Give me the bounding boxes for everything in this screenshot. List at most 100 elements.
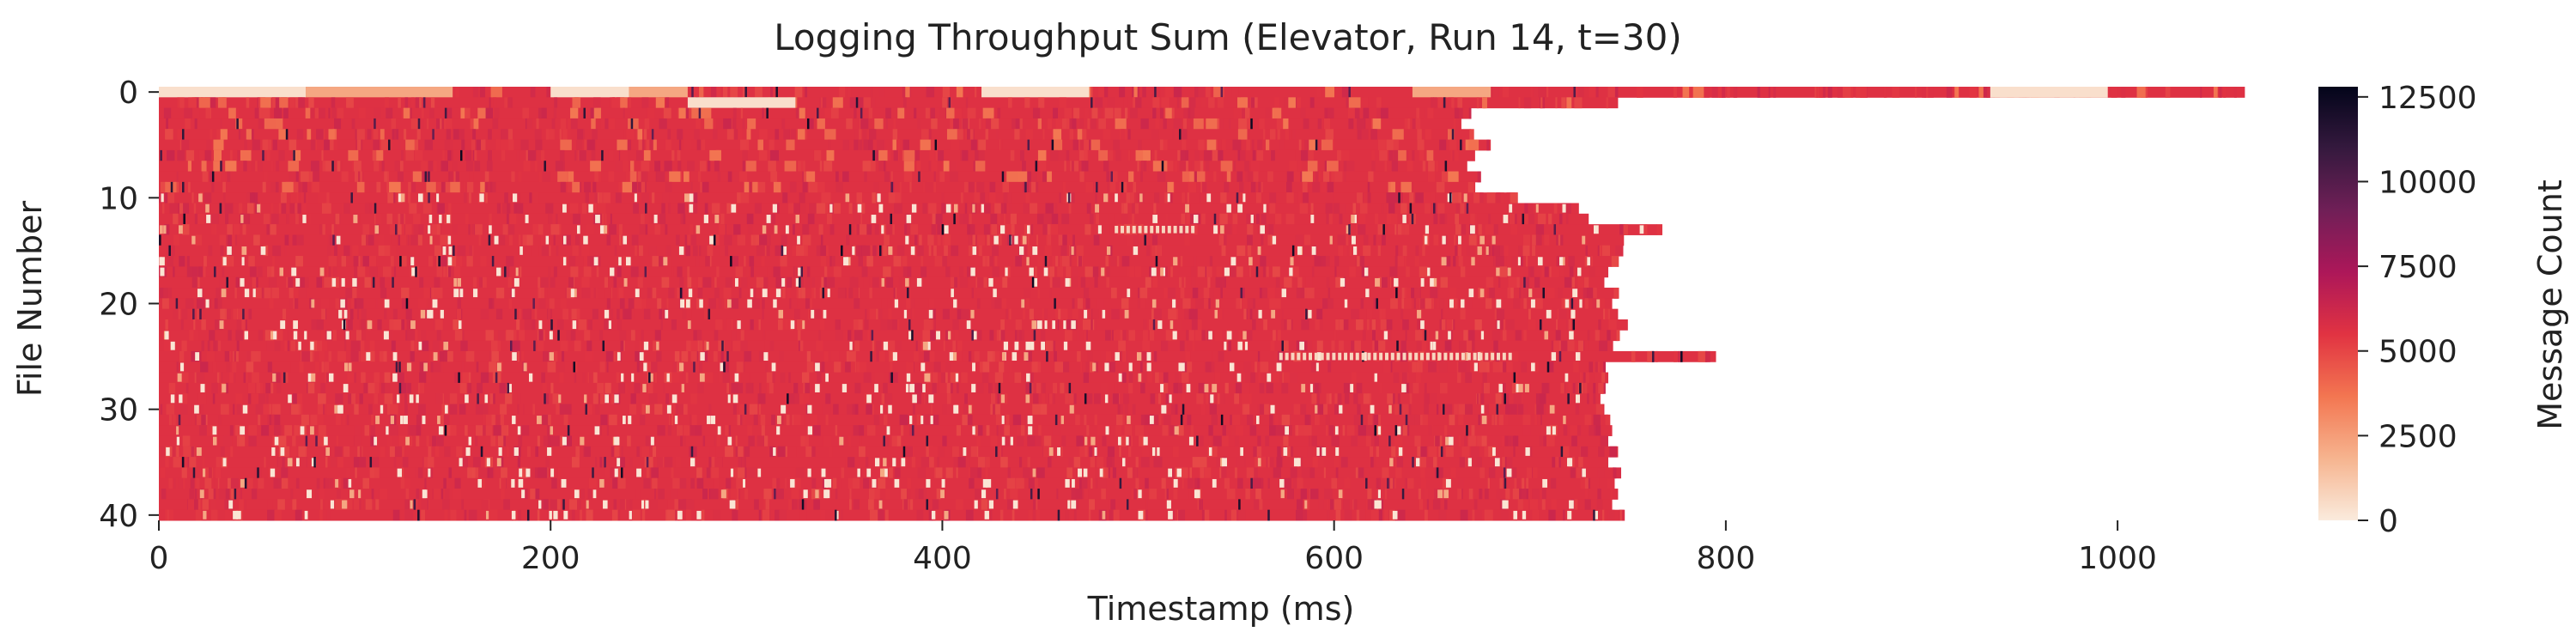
heatmap-cell (1467, 361, 1476, 374)
heatmap-cell (2136, 87, 2146, 98)
heatmap-cell (1411, 288, 1420, 299)
heatmap-cell (343, 245, 350, 257)
heatmap-cell (1498, 414, 1507, 426)
heatmap-cell (270, 224, 276, 235)
heatmap-cell (619, 298, 625, 310)
heatmap-cell (175, 298, 179, 310)
heatmap-cell (1163, 414, 1171, 426)
heatmap-cell (196, 372, 205, 384)
heatmap-cell (1419, 298, 1425, 310)
heatmap-cell (849, 361, 855, 374)
heatmap-cell (890, 361, 893, 374)
heatmap-cell (975, 161, 986, 173)
heatmap-cell (404, 129, 407, 141)
heatmap-cell (1397, 224, 1404, 235)
heatmap-cell (859, 139, 863, 151)
heatmap-cell (699, 299, 703, 308)
heatmap-cell (1003, 192, 1010, 204)
heatmap-cell (193, 203, 197, 215)
heatmap-cell (1230, 414, 1233, 426)
heatmap-cell (1509, 204, 1513, 213)
heatmap-cell (604, 319, 609, 331)
heatmap-cell (374, 107, 381, 119)
heatmap-cell (1277, 129, 1280, 141)
heatmap-cell (1430, 288, 1438, 299)
heatmap-cell (1173, 118, 1182, 130)
heatmap-cell (507, 382, 510, 394)
heatmap-cell (1460, 266, 1466, 278)
heatmap-cell (452, 161, 458, 173)
heatmap-cell (894, 288, 897, 299)
heatmap-cell (197, 393, 207, 405)
heatmap-cell (419, 118, 424, 130)
heatmap-cell (1329, 393, 1332, 405)
heatmap-cell (722, 87, 728, 98)
heatmap-cell (1265, 224, 1270, 235)
heatmap-cell (911, 308, 915, 320)
heatmap-cell (443, 266, 447, 278)
heatmap-cell (220, 372, 222, 384)
heatmap-cell (1516, 384, 1519, 392)
heatmap-cell (387, 192, 394, 204)
heatmap-cell (436, 224, 440, 235)
heatmap-cell (1085, 181, 1094, 193)
heatmap-cell (1150, 393, 1157, 405)
heatmap-cell (354, 161, 361, 173)
heatmap-cell (854, 382, 861, 394)
heatmap-cell (1556, 319, 1558, 331)
heatmap-cell (380, 139, 390, 151)
heatmap-cell (872, 276, 879, 289)
heatmap-cell (761, 256, 765, 267)
heatmap-cell (586, 224, 594, 235)
heatmap-cell (1094, 393, 1101, 405)
heatmap-cell (1310, 361, 1317, 374)
heatmap-cell (1256, 416, 1260, 424)
heatmap-cell (1415, 372, 1421, 384)
heatmap-cell (691, 276, 697, 289)
heatmap-cell (1036, 234, 1039, 246)
heatmap-cell (979, 118, 986, 130)
heatmap-cell (1522, 245, 1530, 257)
heatmap-cell (920, 139, 931, 151)
heatmap-cell (848, 330, 852, 342)
heatmap-cell (707, 416, 711, 424)
heatmap-cell (610, 308, 614, 320)
heatmap-cell (990, 330, 994, 342)
heatmap-cell (1113, 139, 1121, 151)
heatmap-cell (1286, 171, 1295, 183)
heatmap-cell (1286, 192, 1294, 204)
heatmap-cell (780, 256, 787, 267)
heatmap-cell (1025, 341, 1031, 350)
heatmap-cell (955, 129, 963, 141)
heatmap-cell (906, 373, 911, 382)
heatmap-cell (866, 425, 876, 436)
heatmap-cell (511, 340, 520, 352)
heatmap-cell (574, 340, 581, 352)
heatmap-cell (338, 309, 343, 319)
heatmap-cell (1104, 362, 1109, 372)
heatmap-cell (541, 149, 545, 161)
heatmap-cell (1152, 414, 1159, 426)
heatmap-cell (630, 330, 635, 342)
heatmap-cell (758, 350, 764, 362)
heatmap-cell (1392, 129, 1404, 141)
heatmap-cell (1122, 330, 1127, 342)
heatmap-cell (489, 213, 492, 225)
heatmap-cell (1016, 425, 1021, 436)
heatmap-cell (925, 107, 930, 119)
heatmap-cell (593, 372, 598, 384)
heatmap-cell (783, 246, 787, 255)
heatmap-cell (1128, 330, 1136, 342)
heatmap-cell (188, 181, 191, 193)
heatmap-cell (337, 276, 345, 289)
heatmap-cell (1206, 139, 1217, 151)
heatmap-cell (189, 330, 194, 342)
heatmap-cell (1152, 161, 1162, 173)
heatmap-cell (1405, 382, 1410, 394)
heatmap-cell (1579, 382, 1582, 394)
heatmap-cell (243, 372, 247, 384)
heatmap-cell (714, 234, 720, 246)
heatmap-cell (1224, 181, 1230, 193)
heatmap-cell (353, 215, 358, 223)
heatmap-cell (568, 256, 576, 267)
